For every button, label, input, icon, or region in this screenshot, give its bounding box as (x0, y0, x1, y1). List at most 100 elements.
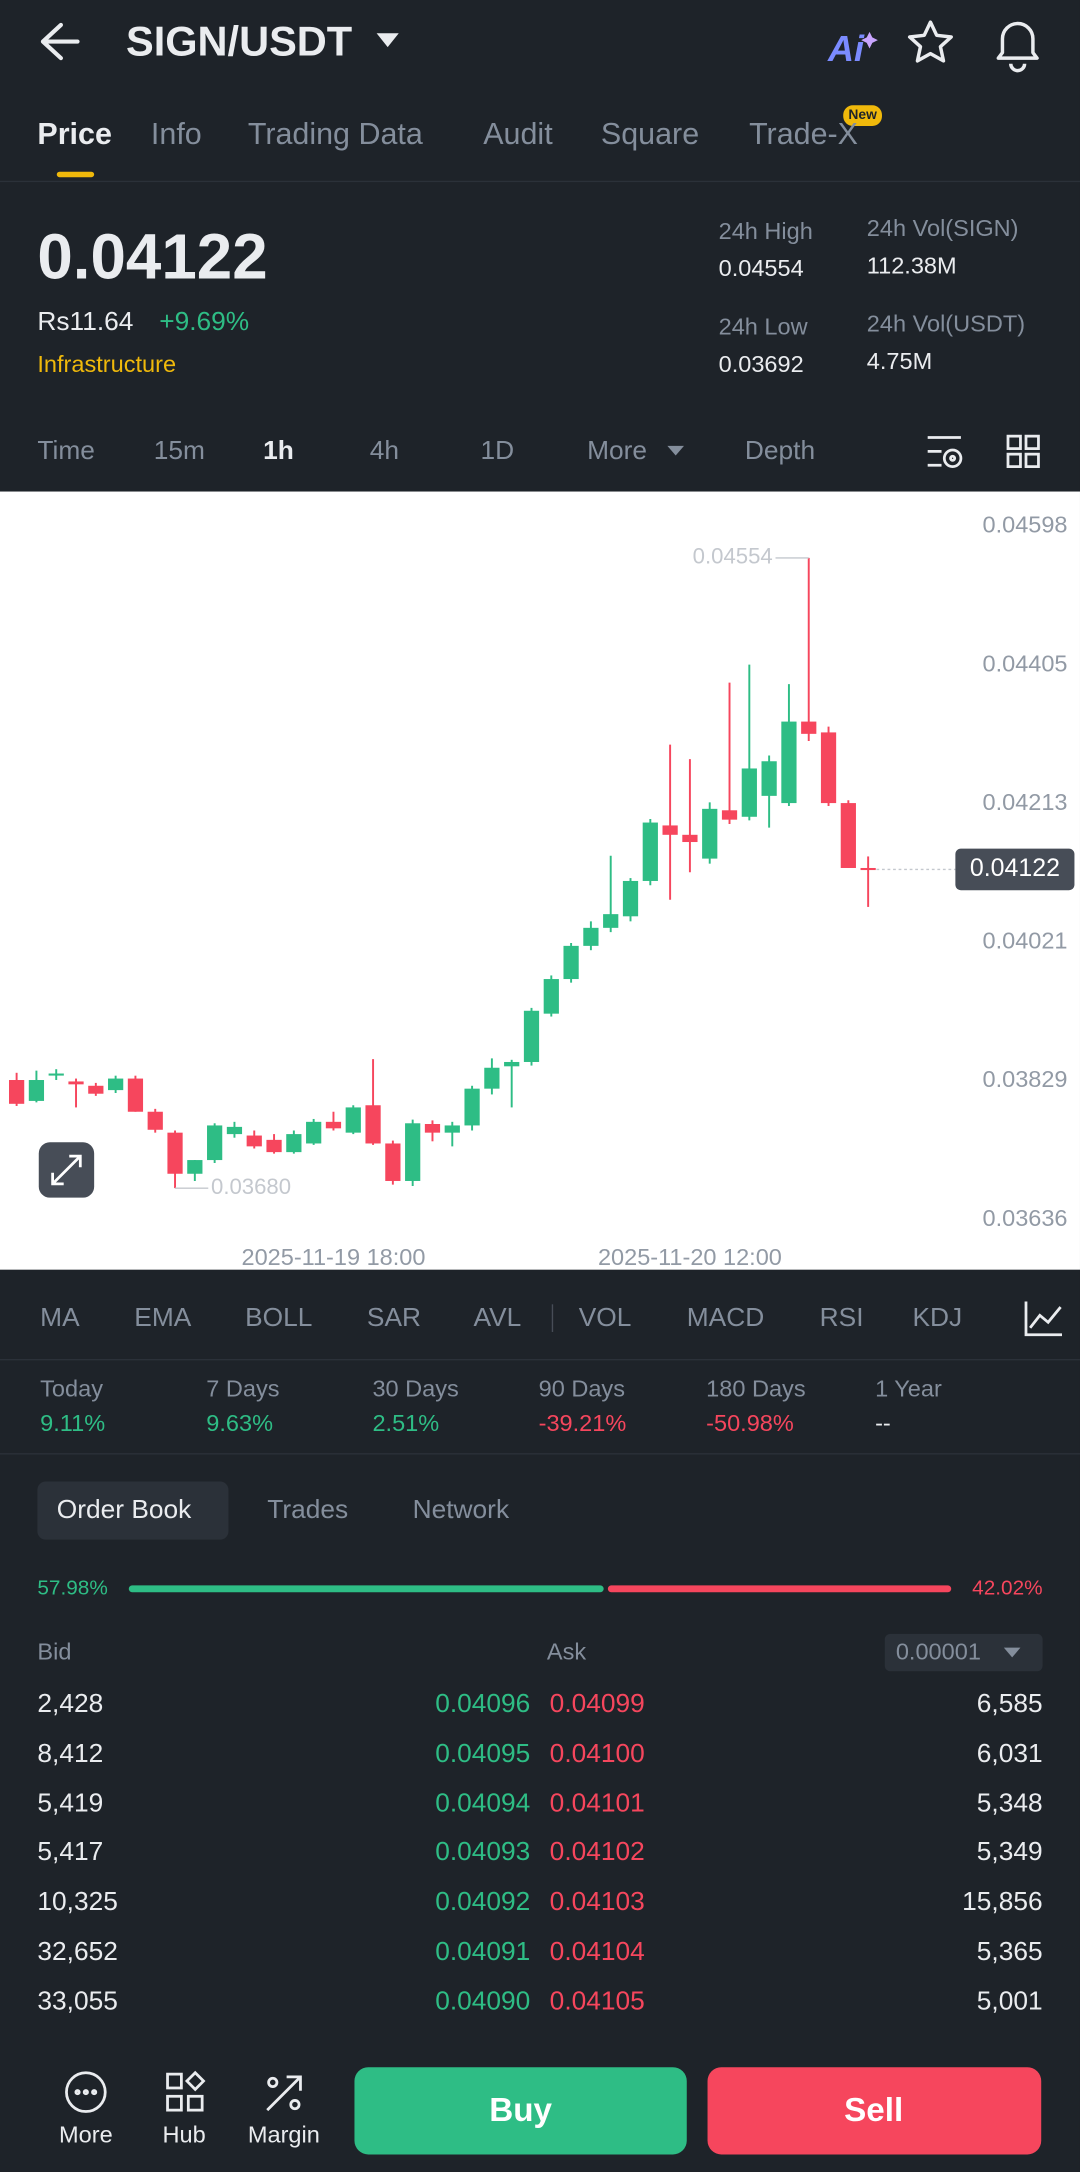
candle-body (484, 1067, 500, 1089)
stat-value: 0.03692 (718, 350, 804, 378)
ai-button[interactable]: Ai (827, 27, 864, 70)
notification-icon[interactable] (996, 21, 1039, 73)
buy-label[interactable]: Buy (489, 2092, 553, 2130)
pair-caret[interactable] (376, 33, 399, 48)
candle-body (68, 1081, 84, 1085)
candle-body (405, 1123, 421, 1181)
indicator-tab[interactable]: KDJ (912, 1303, 963, 1333)
expand-button[interactable] (38, 1142, 95, 1198)
pair-title[interactable]: SIGN/USDT (125, 19, 353, 66)
expand-icon (51, 1154, 82, 1186)
chart-settings-icon[interactable] (927, 436, 963, 468)
interval-tab[interactable]: 15m (153, 436, 205, 466)
interval-tab[interactable]: 1h (263, 436, 294, 466)
sector-tag[interactable]: Infrastructure (37, 350, 177, 378)
bid-qty: 5,417 (37, 1838, 104, 1868)
book-tab[interactable]: Trades (267, 1496, 349, 1526)
candle-body (504, 1061, 520, 1067)
new-badge-bg (843, 105, 882, 126)
indicator-tab[interactable]: MACD (686, 1303, 765, 1333)
stat-value: 0.04554 (718, 255, 804, 282)
candle-body (226, 1126, 243, 1135)
candle-body (108, 1078, 124, 1091)
period-label: Today (40, 1375, 103, 1402)
book-tab[interactable]: Network (412, 1496, 510, 1526)
candle-body (820, 732, 837, 804)
interval-tab[interactable]: 4h (369, 436, 399, 466)
last-price-label: 0.04122 (970, 854, 1060, 882)
fiat-price: Rs11.64 (37, 308, 134, 338)
sell-button[interactable] (707, 2067, 1042, 2155)
back-icon[interactable] (40, 22, 80, 61)
candle-body (385, 1143, 401, 1181)
interval-tab[interactable]: Time (37, 436, 95, 466)
bid-qty: 5,419 (37, 1789, 104, 1819)
more-icon[interactable] (65, 2071, 107, 2113)
ai-sparkle (861, 31, 878, 49)
buy-button[interactable] (354, 2067, 687, 2155)
tab[interactable]: Square (600, 116, 700, 151)
bid-qty: 2,428 (37, 1689, 104, 1719)
book-tab[interactable]: Order Book (56, 1496, 192, 1526)
indicator-tab[interactable]: EMA (134, 1303, 192, 1333)
period-label: 30 Days (372, 1375, 459, 1402)
ask-qty: 5,348 (976, 1789, 1043, 1819)
bid-qty: 32,652 (37, 1937, 118, 1967)
tab[interactable]: Price (37, 116, 112, 151)
ask-qty: 6,031 (976, 1739, 1043, 1769)
indicator-tab[interactable]: VOL (578, 1303, 632, 1333)
ask-header: Ask (546, 1638, 587, 1665)
candle-body (702, 808, 718, 859)
candle-body (48, 1073, 64, 1076)
interval-tab[interactable]: 1D (480, 436, 515, 466)
ask-qty: 5,365 (976, 1937, 1043, 1967)
favorite-icon[interactable] (907, 20, 953, 63)
tab[interactable]: Trade-X (749, 116, 858, 151)
ask-price: 0.04099 (549, 1689, 645, 1719)
candle-body (622, 880, 639, 917)
y-tick-label: 0.04021 (983, 927, 1068, 953)
period-label: 1 Year (875, 1375, 942, 1402)
more-caret (667, 445, 684, 456)
bottom-item-label[interactable]: More (59, 2121, 113, 2149)
indicator-tab[interactable]: SAR (366, 1303, 422, 1333)
interval-tab[interactable]: Depth (744, 436, 816, 466)
candle-body (207, 1125, 223, 1161)
margin-icon[interactable] (266, 2075, 302, 2112)
candle-body (781, 721, 797, 804)
new-badge: New (848, 107, 877, 124)
y-tick-label: 0.04405 (983, 651, 1068, 677)
bottom-item-label[interactable]: Margin (247, 2121, 320, 2149)
y-tick-label: 0.04598 (983, 511, 1068, 537)
last-price: 0.04122 (37, 220, 268, 293)
bottom-item-label[interactable]: Hub (162, 2121, 206, 2149)
layout-icon[interactable] (1006, 434, 1040, 468)
candle-body (187, 1160, 203, 1174)
hub-icon[interactable] (166, 2070, 206, 2112)
tab[interactable]: Trading Data (247, 116, 423, 151)
candle-body (741, 768, 757, 817)
indicator-settings-icon[interactable] (1024, 1301, 1062, 1337)
candle-body (682, 834, 698, 843)
period-change: 9.11% (40, 1410, 106, 1437)
indicator-tab[interactable]: BOLL (245, 1303, 313, 1333)
candle-body (167, 1132, 183, 1174)
candle-body (286, 1134, 302, 1153)
sell-label[interactable]: Sell (844, 2092, 904, 2130)
tab[interactable]: Info (150, 116, 202, 151)
bid-price: 0.04092 (435, 1888, 531, 1918)
period-label: 180 Days (706, 1375, 806, 1402)
period-change: 9.63% (206, 1410, 274, 1437)
indicator-tab[interactable]: RSI (819, 1303, 864, 1333)
candle-body (801, 721, 817, 734)
interval-tab[interactable]: More (587, 436, 648, 466)
indicator-tab[interactable]: AVL (473, 1303, 522, 1333)
precision-select[interactable]: 0.00001 (895, 1638, 981, 1665)
tab[interactable]: Audit (483, 116, 553, 151)
bid-price: 0.04096 (435, 1689, 531, 1719)
indicator-tab[interactable]: MA (40, 1303, 80, 1333)
ask-share-bar (607, 1585, 952, 1593)
period-label: 7 Days (206, 1375, 280, 1402)
precision-caret (1003, 1647, 1021, 1658)
